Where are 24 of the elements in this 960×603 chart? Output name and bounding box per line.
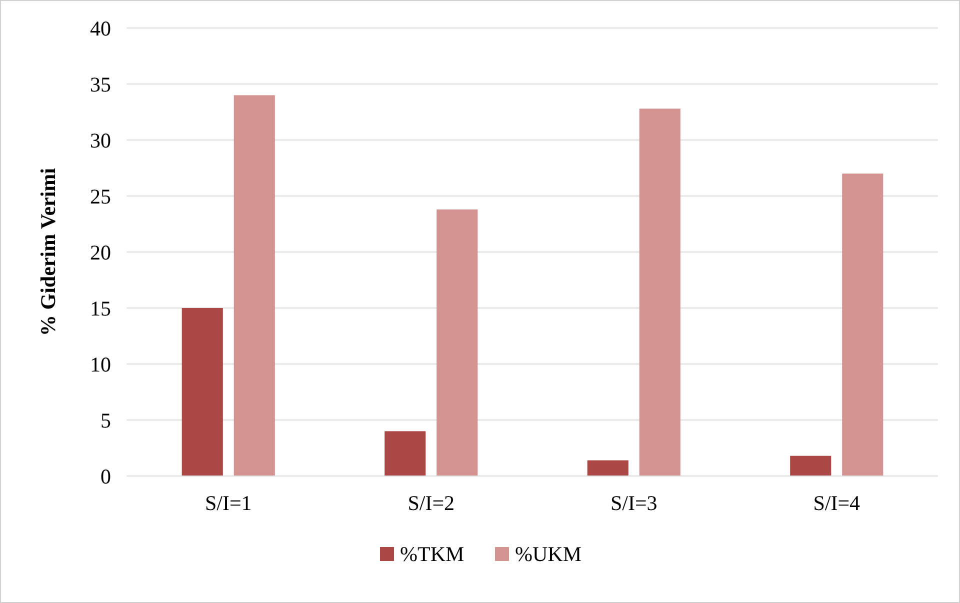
bar [842,174,884,476]
bar [436,209,478,476]
bar [384,431,426,476]
bar [587,460,628,476]
y-tick-label: 40 [90,16,111,40]
x-tick-label: S/I=1 [204,491,252,515]
y-tick-label: 10 [90,352,111,376]
x-tick-label: S/I=3 [610,491,658,515]
bar [234,95,275,476]
x-tick-label: S/I=2 [408,491,455,515]
y-tick-label: 30 [90,128,111,152]
y-tick-label: 5 [100,408,111,432]
y-tick-label: 25 [90,184,111,208]
y-axis-title: % Giderim Verimi [36,168,60,336]
y-tick-label: 0 [100,464,111,488]
bar [182,308,223,476]
y-tick-label: 15 [90,296,111,320]
legend-label: %TKM [400,542,464,566]
bar [790,456,832,476]
bar [639,108,680,476]
y-tick-label: 20 [90,240,111,264]
legend-label: %UKM [515,542,582,566]
x-tick-label: S/I=4 [813,491,861,515]
y-tick-label: 35 [90,72,111,96]
